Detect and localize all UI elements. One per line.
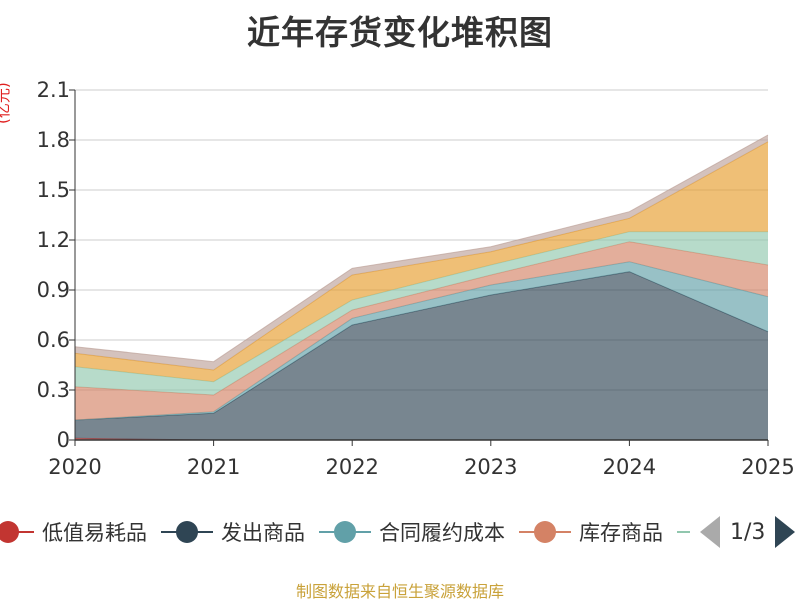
y-tick-label: 0 bbox=[57, 428, 70, 452]
y-tick-label: 1.2 bbox=[37, 228, 70, 252]
legend-label: 库存商品 bbox=[579, 521, 663, 545]
x-tick-label: 2024 bbox=[603, 455, 656, 479]
data-source-note: 制图数据来自恒生聚源数据库 bbox=[295, 582, 504, 601]
legend-label: 低值易耗品 bbox=[42, 521, 147, 545]
legend-prev-icon[interactable] bbox=[700, 516, 720, 548]
legend-next-icon[interactable] bbox=[775, 516, 796, 548]
legend-item-2[interactable]: 合同履约成本 bbox=[319, 517, 505, 547]
legend-marker-icon bbox=[677, 520, 690, 544]
y-tick-label: 0.3 bbox=[37, 378, 70, 402]
axis-layer: 0 0.3 0.6 0.9 1.2 1.5 1.8 2.1 2020 2021 2022 2023 20… bbox=[37, 78, 795, 479]
y-tick-label: 0.6 bbox=[37, 328, 70, 352]
legend-label: 合同履约成本 bbox=[379, 521, 505, 545]
legend-item-4[interactable]: 原材料 bbox=[677, 517, 690, 547]
legend-marker-icon bbox=[0, 520, 34, 544]
legend-item-1[interactable]: 发出商品 bbox=[161, 517, 305, 547]
area-series-3[interactable] bbox=[75, 241, 768, 420]
x-tick-label: 2021 bbox=[187, 455, 240, 479]
series-line-6 bbox=[74, 134, 769, 363]
x-tick-label: 2025 bbox=[741, 455, 794, 479]
y-tick-label: 1.5 bbox=[37, 178, 70, 202]
chart-title: 近年存货变化堆积图 bbox=[247, 13, 553, 52]
y-tick-label: 0.9 bbox=[37, 278, 70, 302]
x-tick-label: 2023 bbox=[464, 455, 517, 479]
area-series-4[interactable] bbox=[75, 231, 768, 395]
legend-page-indicator: 1/3 bbox=[730, 519, 766, 545]
legend-marker-icon bbox=[161, 520, 213, 544]
area-layer bbox=[74, 134, 769, 441]
x-tick-label: 2022 bbox=[325, 455, 378, 479]
legend: 低值易耗品发出商品合同履约成本库存商品原材料在产品委托加工物资 bbox=[0, 512, 690, 552]
legend-label: 发出商品 bbox=[221, 521, 305, 545]
legend-pager: 1/3 bbox=[700, 516, 796, 548]
y-tick-label: 2.1 bbox=[37, 78, 70, 102]
legend-track: 低值易耗品发出商品合同履约成本库存商品原材料在产品委托加工物资 bbox=[0, 512, 690, 552]
legend-marker-icon bbox=[519, 520, 571, 544]
legend-item-3[interactable]: 库存商品 bbox=[519, 517, 663, 547]
legend-item-0[interactable]: 低值易耗品 bbox=[0, 517, 147, 547]
legend-marker-icon bbox=[319, 520, 371, 544]
area-series-1[interactable] bbox=[75, 271, 768, 440]
x-tick-label: 2020 bbox=[48, 455, 101, 479]
y-tick-label: 1.8 bbox=[37, 128, 70, 152]
